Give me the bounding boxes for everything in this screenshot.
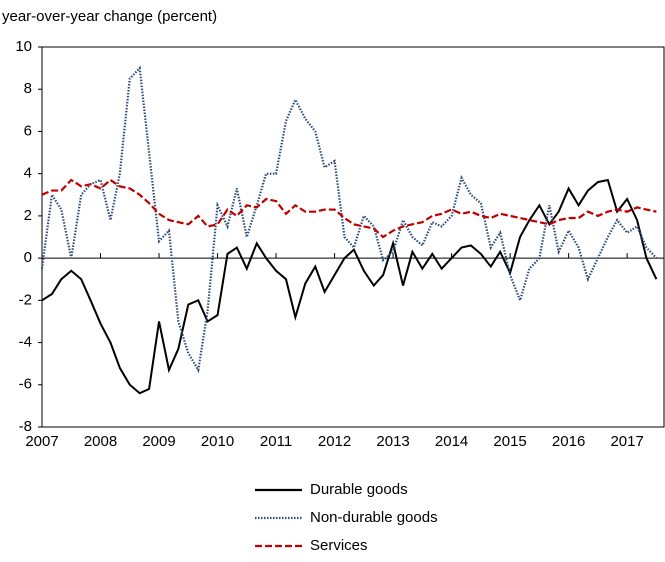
x-tick-label: 2010 bbox=[201, 433, 234, 450]
x-tick-label: 2012 bbox=[318, 433, 351, 450]
x-tick-label: 2013 bbox=[376, 433, 409, 450]
series-line bbox=[41, 178, 657, 239]
y-tick-label: -4 bbox=[19, 334, 32, 351]
legend-label: Durable goods bbox=[310, 481, 408, 498]
x-tick-label: 2008 bbox=[84, 433, 117, 450]
series-line bbox=[40, 65, 658, 374]
x-tick-label: 2016 bbox=[552, 433, 585, 450]
x-tick-label: 2011 bbox=[260, 433, 292, 450]
y-tick-label: -6 bbox=[19, 376, 32, 393]
plot-frame bbox=[41, 46, 665, 428]
y-tick-label: 8 bbox=[24, 80, 32, 97]
y-tick-label: 2 bbox=[24, 207, 32, 224]
y-tick-label: 4 bbox=[24, 165, 32, 182]
x-tick-label: 2007 bbox=[25, 433, 58, 450]
y-axis-label: year-over-year change (percent) bbox=[2, 8, 217, 25]
y-tick-label: 10 bbox=[15, 38, 32, 55]
series-line bbox=[41, 178, 658, 395]
x-tick-label: 2009 bbox=[142, 433, 175, 450]
x-tick-label: 2017 bbox=[610, 433, 643, 450]
legend-label: Non-durable goods bbox=[310, 509, 438, 526]
y-tick-label: 6 bbox=[24, 122, 32, 139]
legend-label: Services bbox=[310, 537, 368, 554]
x-tick-label: 2015 bbox=[493, 433, 526, 450]
y-tick-label: 0 bbox=[24, 249, 32, 266]
y-tick-label: -8 bbox=[19, 418, 32, 435]
x-tick-label: 2014 bbox=[435, 433, 468, 450]
y-tick-label: -2 bbox=[19, 291, 32, 308]
